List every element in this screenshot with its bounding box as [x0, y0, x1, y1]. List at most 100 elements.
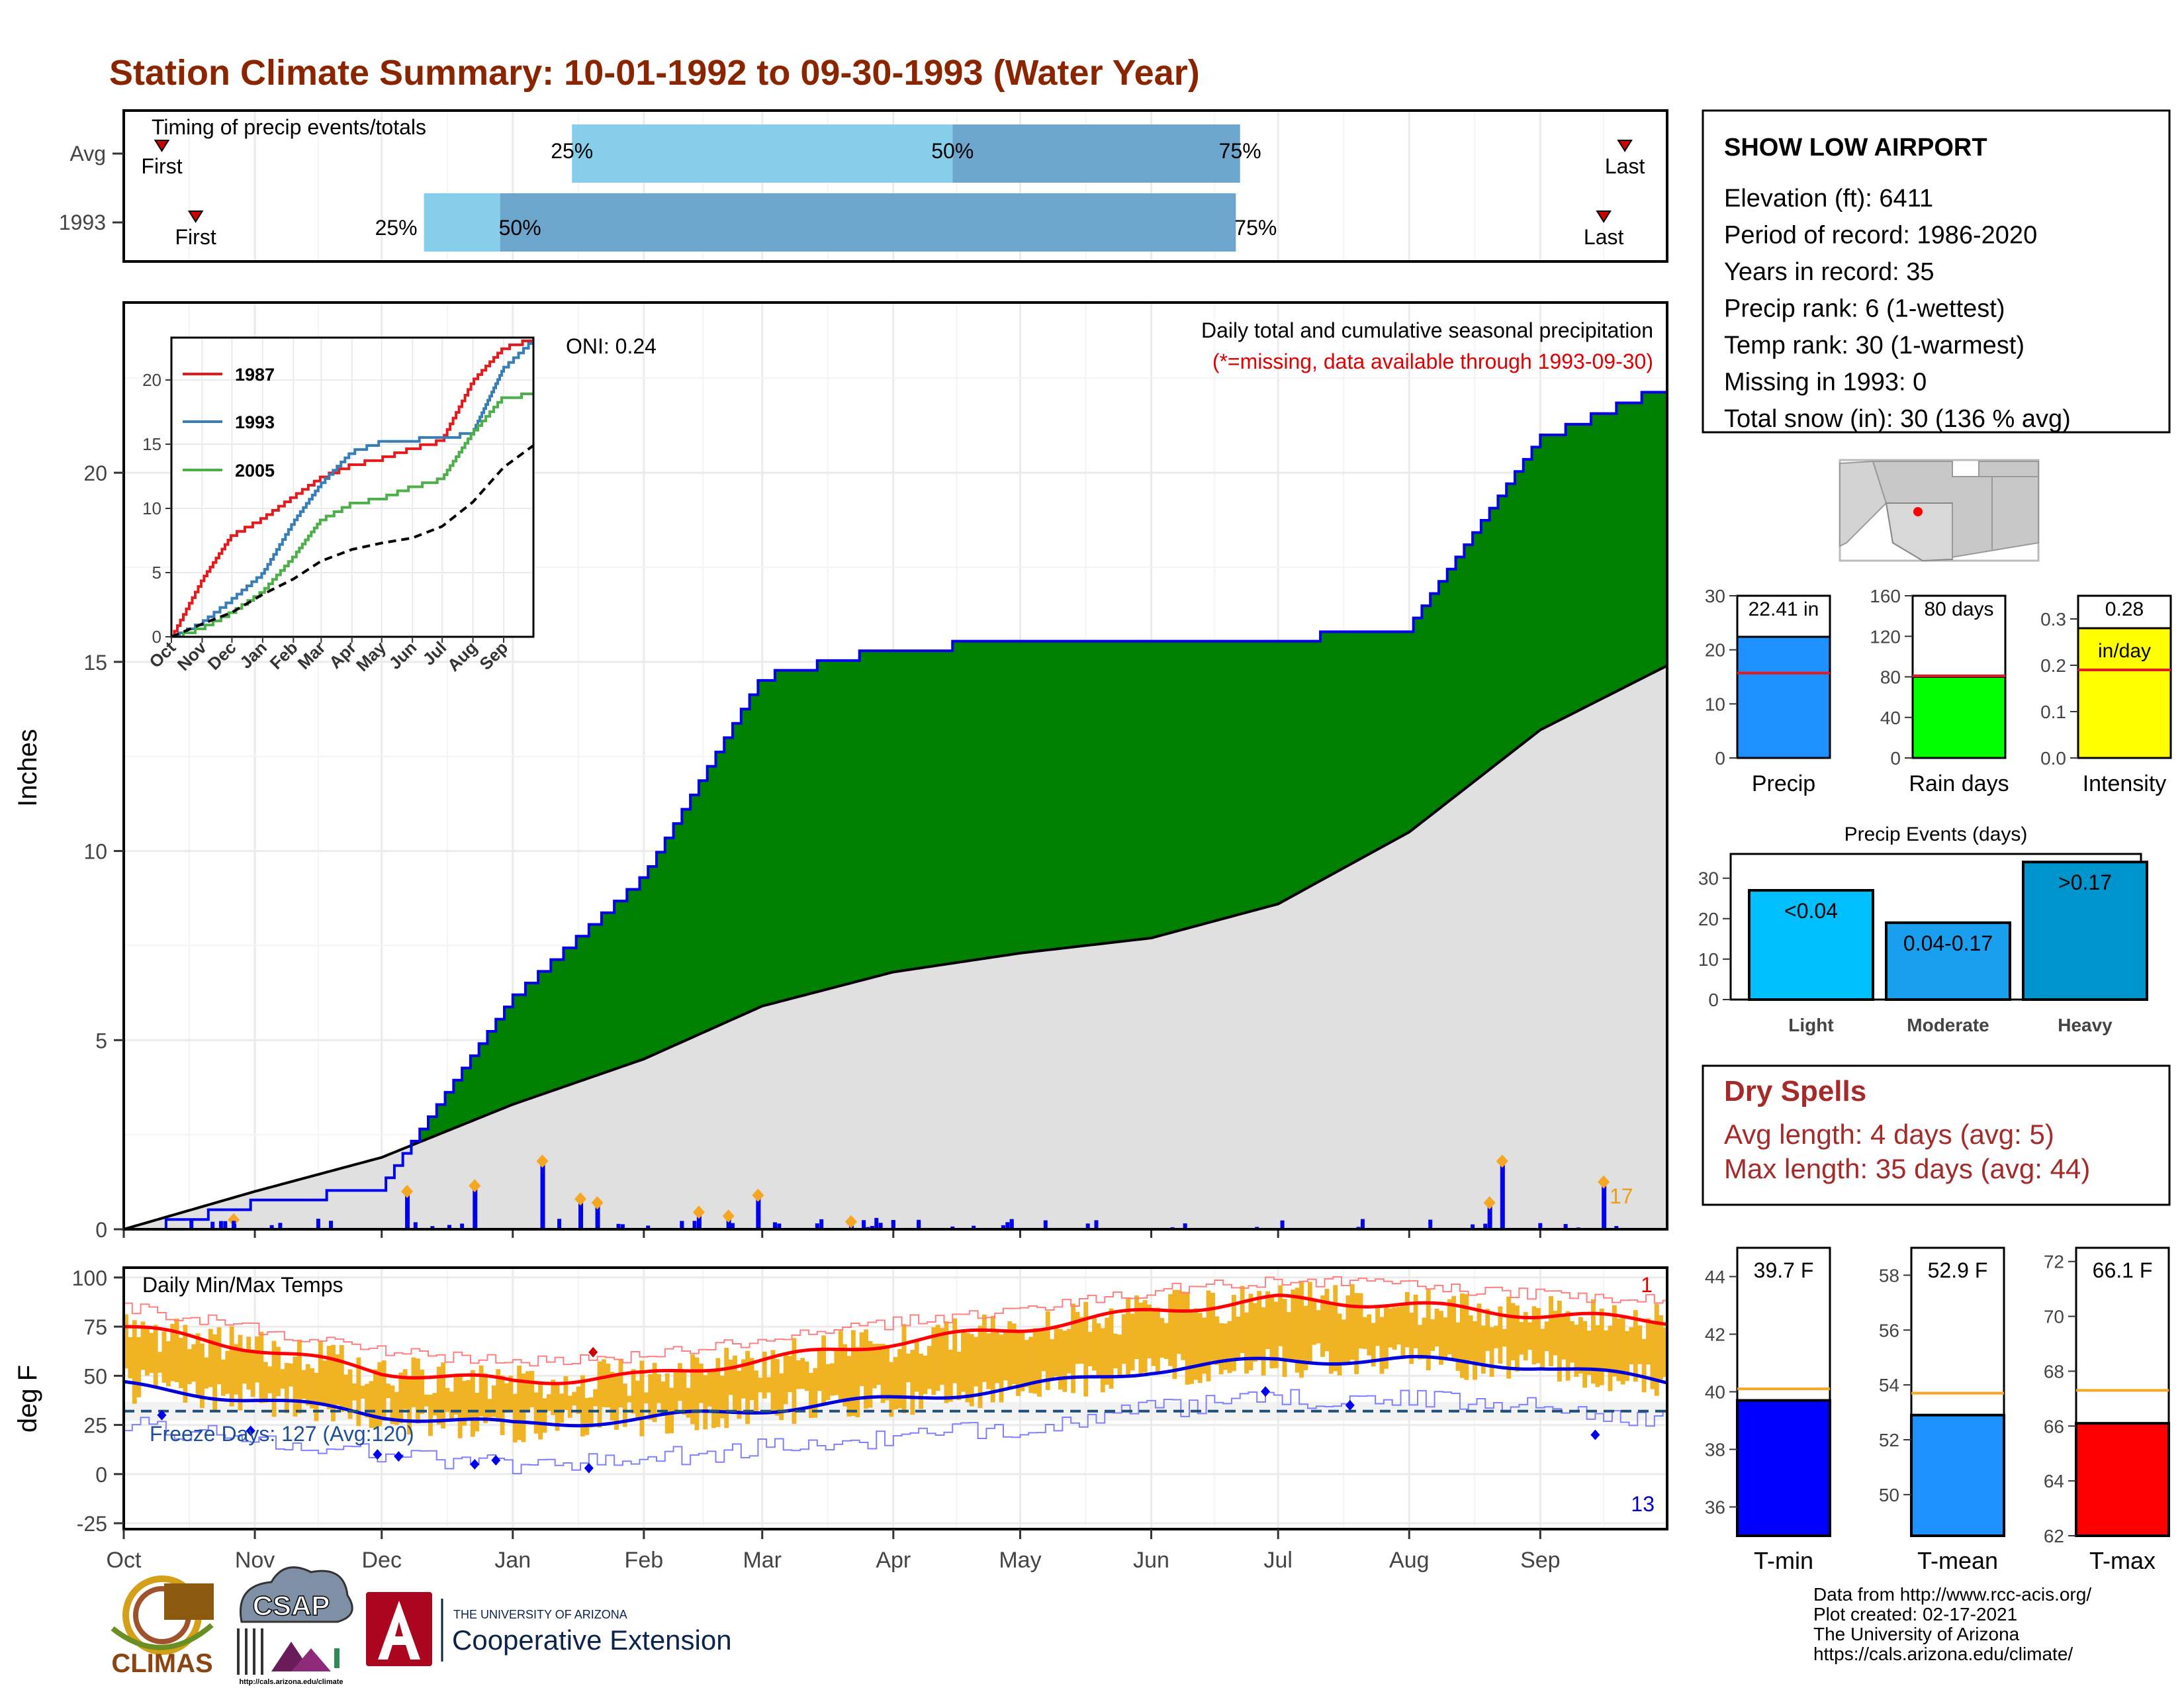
above-average-segment [788, 670, 793, 1000]
above-average-segment [462, 1068, 467, 1125]
svg-text:Rain days: Rain days [1909, 771, 2009, 796]
above-average-segment [1604, 413, 1609, 698]
above-average-segment [1586, 424, 1592, 707]
above-average-segment [1608, 413, 1613, 696]
above-average-segment [1324, 632, 1330, 879]
precip-ytick: 15 [83, 651, 107, 675]
svg-text:0.3: 0.3 [2040, 609, 2066, 630]
svg-text:40: 40 [1880, 708, 1901, 728]
above-average-segment [1430, 593, 1435, 816]
above-average-segment [1020, 641, 1025, 953]
footer-line: Data from http://www.rcc-acis.org/ [1813, 1584, 2091, 1605]
svg-text:72: 72 [2044, 1252, 2064, 1272]
climas-logo: CLIMAS [111, 1575, 214, 1678]
above-average-segment [1163, 641, 1169, 935]
record-low-marker [1590, 1429, 1600, 1440]
above-average-segment [880, 651, 886, 976]
timing-avg-last-marker [1617, 140, 1633, 152]
above-average-segment [639, 877, 645, 1061]
above-average-segment [1582, 424, 1588, 709]
above-average-segment [905, 651, 911, 970]
heavy-day-marker [228, 1213, 240, 1227]
inset-legend: 1987 1993 2005 [183, 365, 275, 481]
station-info-line: Temp rank: 30 (1-warmest) [1724, 332, 2025, 359]
record-low-marker [394, 1451, 404, 1462]
daily-precip-bar [1085, 1223, 1090, 1229]
average-cumulative-area [124, 665, 1667, 1229]
freeze-days: Freeze Days: 127 (Avg:120) [150, 1422, 414, 1446]
inset-ytick: 5 [152, 563, 161, 583]
timing-bar-obs-upper [500, 193, 1236, 252]
timing-obs-last-marker [1596, 211, 1612, 223]
daily-precip-bar [862, 1220, 866, 1229]
above-average-segment [669, 837, 674, 1048]
above-average-segment [1126, 641, 1131, 941]
above-average-segment [923, 651, 928, 968]
above-average-segment [762, 680, 767, 1006]
above-average-segment [1646, 392, 1651, 677]
daily-precip-bar [210, 1221, 215, 1229]
above-average-segment [1333, 632, 1338, 874]
daily-precip-bar [756, 1195, 761, 1229]
timing-bar-avg-lower [572, 124, 953, 183]
above-average-segment [686, 809, 691, 1041]
heavy-day-marker [722, 1209, 735, 1223]
above-average-segment [1282, 641, 1287, 902]
above-average-segment [1477, 532, 1482, 780]
above-average-segment [1307, 641, 1312, 888]
above-average-segment [1214, 641, 1220, 921]
above-average-segment [753, 694, 758, 1010]
precip-count: 17 [1610, 1184, 1633, 1208]
svg-text:0: 0 [1890, 748, 1901, 769]
heavy-day-marker [844, 1215, 857, 1229]
daily-precip-bar [891, 1220, 895, 1229]
inset-line-average [171, 444, 533, 637]
csap-logo: CSAP http://cals.arizona.edu/climate [237, 1566, 353, 1686]
above-average-segment [1291, 641, 1296, 898]
event-bar-label: <0.04 [1784, 899, 1838, 923]
above-average-segment [1654, 392, 1659, 673]
above-average-segment [1510, 483, 1516, 753]
daily-precip-bar [269, 1225, 274, 1229]
hot-count: 1 [1641, 1273, 1653, 1297]
above-average-segment [1662, 392, 1667, 668]
above-average-segment [749, 694, 754, 1012]
precip-ytick: 5 [95, 1029, 107, 1053]
above-average-segment [1286, 641, 1291, 900]
above-average-segment [1434, 593, 1439, 813]
above-average-segment [466, 1068, 471, 1123]
record-low-marker [373, 1449, 383, 1460]
above-average-segment [868, 651, 873, 979]
above-average-segment [1024, 641, 1029, 953]
above-average-segment [1506, 483, 1512, 757]
temp-ytick: 75 [83, 1315, 107, 1339]
above-average-segment [800, 670, 805, 996]
daily-precip-bar [557, 1219, 562, 1229]
above-average-segment [1459, 557, 1465, 793]
events-ytick: 30 [1698, 868, 1719, 889]
above-average-segment [1181, 641, 1186, 930]
above-average-segment [1011, 641, 1017, 955]
above-average-segment [657, 852, 662, 1054]
svg-text:64: 64 [2044, 1471, 2064, 1491]
above-average-segment [838, 660, 843, 986]
daily-precip-bar [1428, 1219, 1433, 1229]
station-info: SHOW LOW AIRPORT Elevation (ft): 6411 Per… [1702, 109, 2171, 434]
above-average-segment [618, 901, 623, 1068]
event-bar-light [1748, 889, 1874, 1001]
svg-text:0.1: 0.1 [2040, 702, 2066, 722]
above-average-segment [1189, 641, 1195, 928]
svg-text:in/day: in/day [2098, 640, 2151, 662]
temp-bar-t-max: 62 64 66 68 70 72 66.1 F T-max [2044, 1246, 2170, 1574]
above-average-segment [1003, 641, 1008, 956]
timing-row-1993: 1993 [59, 211, 106, 234]
inset-ytick: 15 [142, 434, 161, 454]
above-average-segment [876, 651, 882, 977]
above-average-segment [424, 1129, 429, 1141]
above-average-segment [1523, 459, 1528, 743]
above-average-segment [1236, 641, 1241, 915]
above-average-segment [758, 680, 763, 1008]
above-average-segment [733, 723, 738, 1019]
above-average-segment [1105, 641, 1110, 944]
above-average-segment [1016, 641, 1021, 954]
